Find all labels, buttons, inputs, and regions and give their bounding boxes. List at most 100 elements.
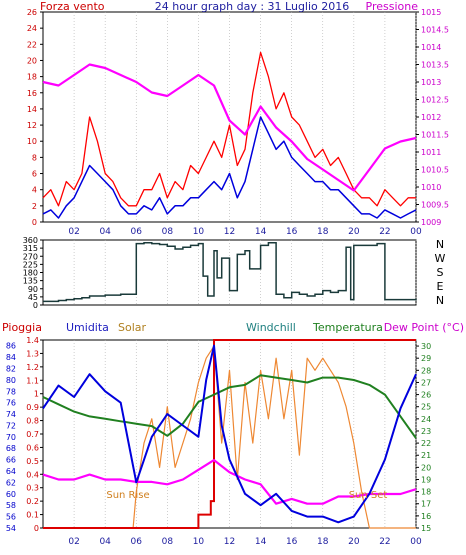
dew-tick-26: 26 [421, 391, 431, 400]
top-right-tick-1013.5: 1013.5 [421, 61, 449, 70]
humidity-tick-70: 70 [6, 433, 16, 442]
bottom-x-tick-10: 10 [193, 537, 205, 547]
top-left-tick-24: 24 [27, 24, 37, 33]
mid-tick-270: 270 [23, 252, 38, 261]
humidity-tick-66: 66 [6, 456, 16, 465]
humidity-tick-64: 64 [6, 467, 16, 476]
bottom-x-tick-00: 00 [410, 537, 422, 547]
middle-series [43, 241, 417, 303]
dewpoint-line [42, 459, 417, 505]
humidity-tick-72: 72 [6, 421, 16, 430]
humidity-tick-76: 76 [6, 399, 16, 408]
rain-line [43, 339, 416, 529]
humidity-tick-84: 84 [6, 353, 16, 362]
compass-3: E [437, 280, 444, 293]
humidity-tick-80: 80 [6, 376, 16, 385]
rain-tick-1.3: 1.3 [26, 349, 39, 358]
wind-line [42, 116, 417, 219]
top-x-tick-06: 06 [131, 227, 143, 237]
top-right-tick-1009.5: 1009.5 [421, 201, 449, 210]
bottom-x-tick-16: 16 [286, 537, 298, 547]
mid-tick-135: 135 [23, 277, 38, 286]
bottom-x-tick-22: 22 [379, 537, 390, 547]
mid-tick-45: 45 [28, 293, 38, 302]
wind-direction-line [43, 241, 417, 303]
rain-tick-1.4: 1.4 [26, 336, 39, 345]
top-x-tick-22: 22 [379, 227, 390, 237]
top-left-tick-18: 18 [27, 73, 37, 82]
legend-dewpoint: Dew Point (°C) [384, 321, 464, 334]
top-right-tick-1011.5: 1011.5 [421, 131, 449, 140]
top-x-tick-16: 16 [286, 227, 298, 237]
humidity-tick-86: 86 [6, 342, 16, 351]
bottom-x-tick-08: 08 [162, 537, 174, 547]
compass-2: S [437, 266, 444, 279]
dew-tick-18: 18 [421, 488, 431, 497]
dew-tick-28: 28 [421, 366, 431, 375]
rain-tick-1.2: 1.2 [26, 363, 39, 372]
top-left-tick-10: 10 [27, 137, 37, 146]
bottom-legend: Pioggia Umidita Solar Windchill Temperat… [2, 321, 464, 334]
mid-tick-315: 315 [23, 244, 38, 253]
dew-tick-23: 23 [421, 427, 431, 436]
mid-tick-0: 0 [33, 301, 38, 310]
dew-tick-17: 17 [421, 500, 431, 509]
top-grid [73, 12, 417, 222]
dew-tick-20: 20 [421, 463, 431, 472]
legend-solar: Solar [118, 321, 147, 334]
top-right-tick-1010: 1010 [421, 183, 441, 192]
legend-temperature: Temperatura [312, 321, 383, 334]
humidity-tick-62: 62 [6, 478, 16, 487]
top-x-tick-10: 10 [193, 227, 205, 237]
bottom-x-tick-06: 06 [131, 537, 143, 547]
top-series [42, 51, 417, 219]
legend-rain: Pioggia [2, 321, 42, 334]
top-right-tick-1014.5: 1014.5 [421, 26, 449, 35]
top-x-tick-14: 14 [255, 227, 267, 237]
pressure-line [42, 63, 417, 192]
top-left-tick-16: 16 [27, 89, 37, 98]
legend-windchill: Windchill [246, 321, 296, 334]
rain-tick-0.2: 0.2 [26, 497, 39, 506]
top-right-label: Pressione [366, 0, 419, 13]
top-left-tick-8: 8 [32, 153, 37, 162]
compass-0: N [436, 238, 444, 251]
rain-tick-0.1: 0.1 [26, 511, 39, 520]
dew-tick-27: 27 [421, 378, 431, 387]
top-right-tick-1014: 1014 [421, 43, 441, 52]
bottom-x-tick-12: 12 [224, 537, 235, 547]
top-x-tick-20: 20 [348, 227, 360, 237]
rain-tick-0.9: 0.9 [26, 403, 39, 412]
top-title: 24 hour graph day : 31 Luglio 2016 [155, 0, 350, 13]
legend-humidity: Umidita [66, 321, 109, 334]
solar-line [43, 345, 416, 529]
mid-tick-90: 90 [28, 285, 38, 294]
humidity-tick-78: 78 [6, 387, 16, 396]
humidity-line [42, 344, 417, 524]
humidity-tick-82: 82 [6, 364, 16, 373]
top-left-tick-22: 22 [27, 40, 37, 49]
bottom-humidity-axis: 54 56 58 60 62 64 66 68 70 72 74 76 78 80 82 84 86 [6, 342, 16, 533]
dew-tick-30: 30 [421, 342, 431, 351]
top-right-tick-1013: 1013 [421, 78, 441, 87]
top-left-tick-26: 26 [27, 8, 37, 17]
top-x-tick-08: 08 [162, 227, 174, 237]
top-left-tick-6: 6 [32, 170, 37, 179]
mid-tick-225: 225 [23, 260, 38, 269]
bottom-x-axis: 02 04 06 08 10 12 14 16 18 20 22 00 [68, 537, 422, 547]
bottom-x-tick-20: 20 [348, 537, 360, 547]
dew-tick-29: 29 [421, 354, 431, 363]
top-right-tick-1010.5: 1010.5 [421, 166, 449, 175]
rain-tick-0.7: 0.7 [26, 430, 39, 439]
humidity-tick-60: 60 [6, 490, 16, 499]
rain-tick-1: 1 [34, 390, 39, 399]
compass-4: N [436, 294, 444, 307]
windchill-line [42, 374, 417, 439]
top-left-tick-0: 0 [32, 218, 37, 227]
bottom-x-tick-14: 14 [255, 537, 267, 547]
bottom-x-tick-18: 18 [317, 537, 329, 547]
dew-tick-21: 21 [421, 451, 431, 460]
humidity-tick-56: 56 [6, 513, 16, 522]
